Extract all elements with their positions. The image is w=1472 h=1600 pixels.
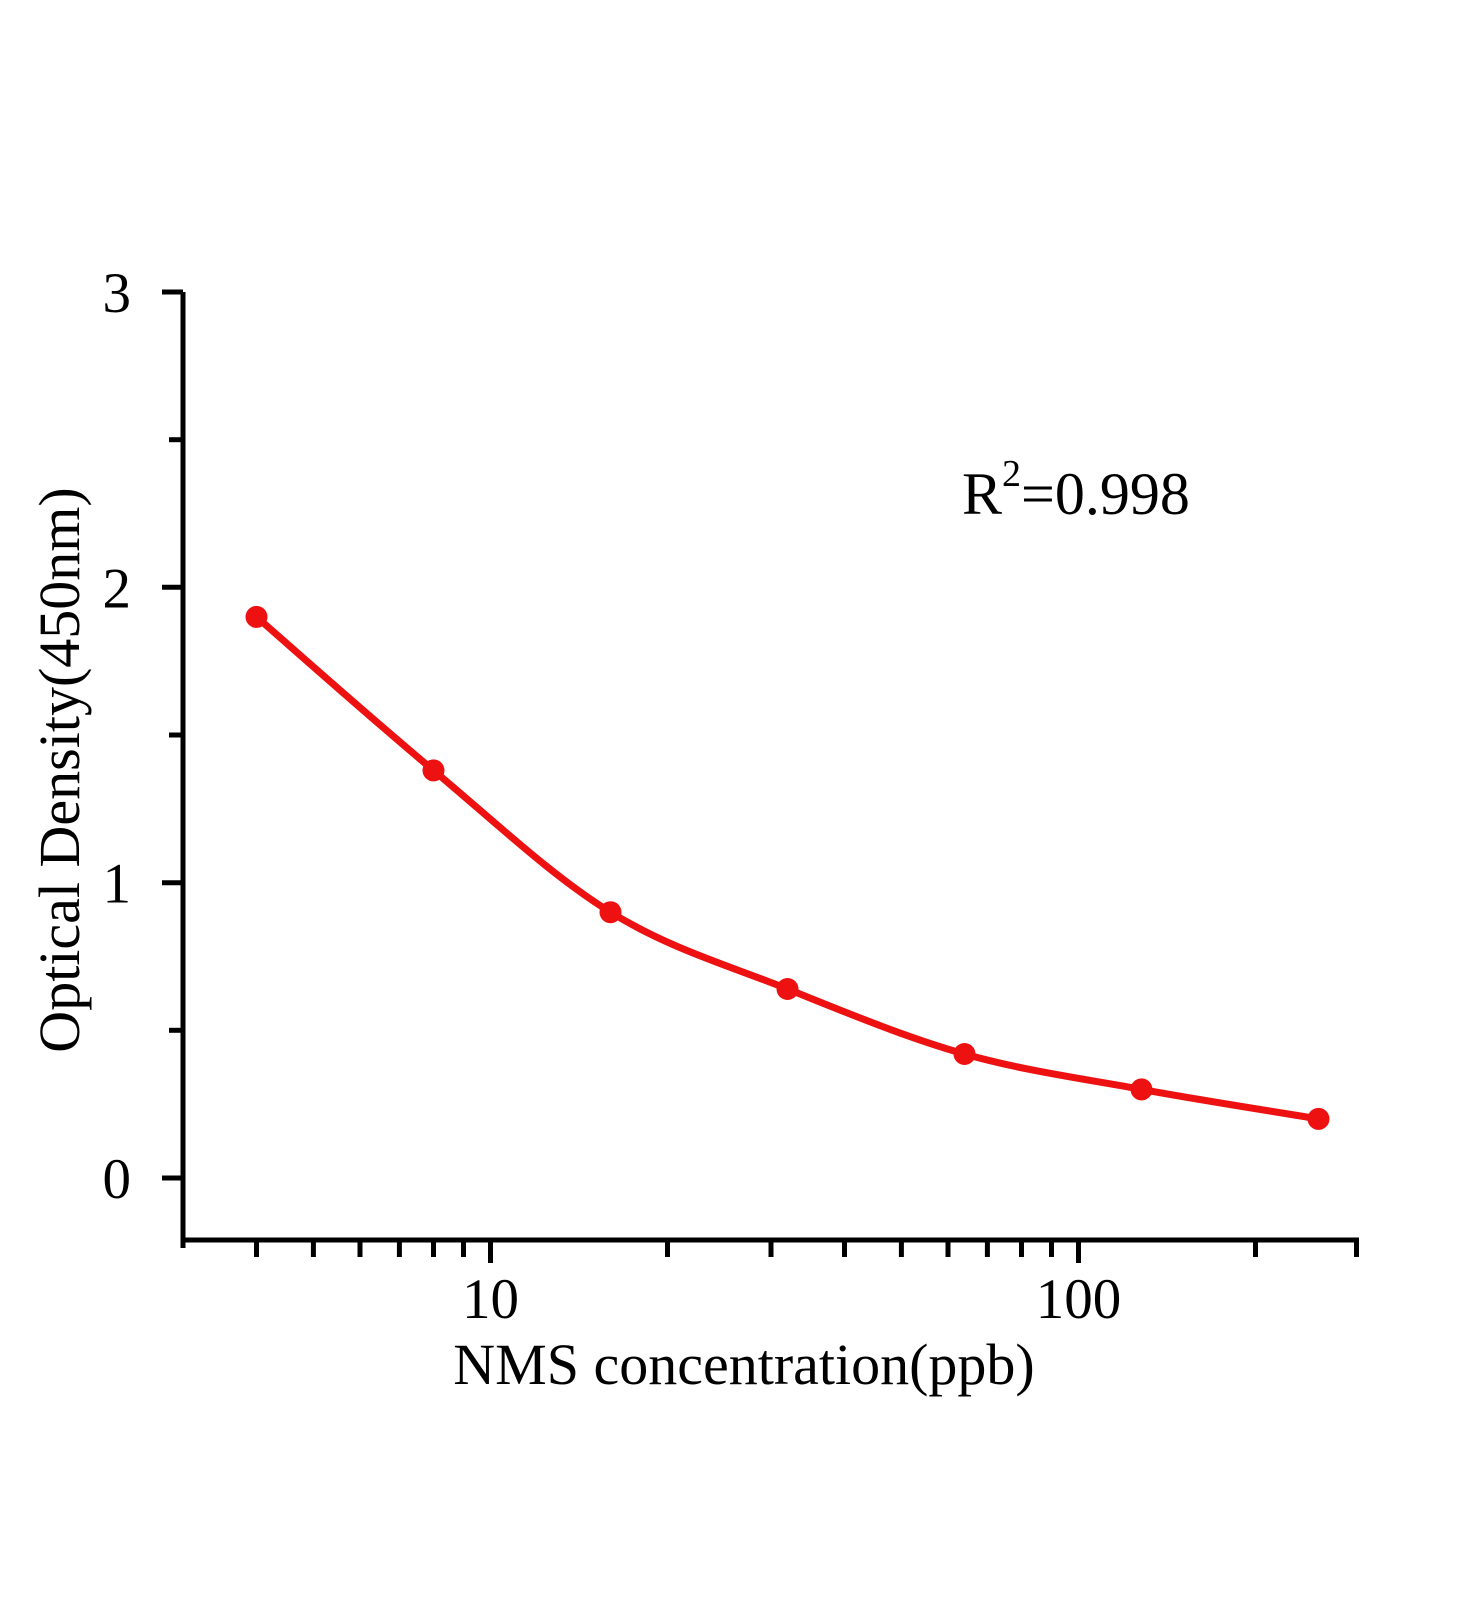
r-squared-annotation: R2=0.998 <box>962 455 1190 527</box>
data-point <box>1307 1107 1330 1130</box>
y-tick-label: 2 <box>103 557 132 620</box>
data-point <box>599 901 622 924</box>
x-tick-label: 10 <box>462 1268 519 1331</box>
data-point <box>422 759 445 782</box>
r-squared-value: =0.998 <box>1021 461 1190 527</box>
y-tick-label: 3 <box>103 262 132 325</box>
data-point <box>245 605 268 628</box>
y-axis-title: Optical Density(450nm) <box>27 487 92 1053</box>
data-point <box>1130 1078 1153 1101</box>
y-tick-label: 0 <box>103 1148 132 1211</box>
fit-curve <box>253 613 1322 1123</box>
x-axis-title: NMS concentration(ppb) <box>453 1332 1035 1397</box>
x-tick-label: 100 <box>1036 1268 1122 1331</box>
y-tick-label: 1 <box>103 853 132 916</box>
r-squared-exponent: 2 <box>1002 453 1022 495</box>
data-point <box>953 1043 976 1065</box>
data-point <box>776 978 799 1000</box>
r-squared-prefix: R <box>962 461 1003 527</box>
